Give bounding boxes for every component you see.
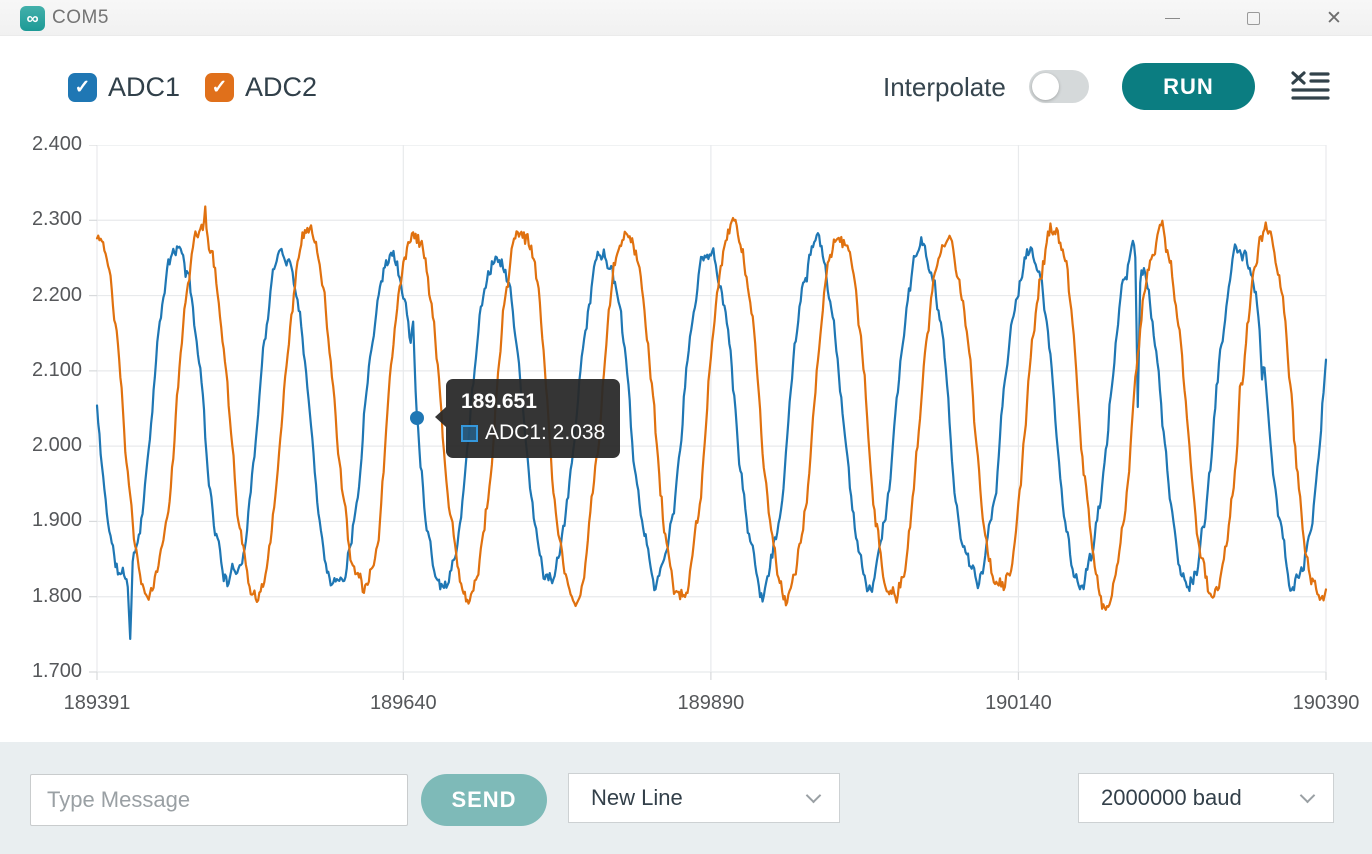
arduino-logo-icon: ∞ [20,6,45,31]
line-ending-select[interactable]: New Line [568,773,840,823]
maximize-icon [1246,11,1260,25]
adc1-checkbox[interactable]: ✓ [68,73,97,102]
chevron-down-icon [1299,787,1316,804]
interpolate-toggle[interactable] [1029,70,1089,103]
toggle-knob [1032,73,1059,100]
plot-canvas[interactable] [89,145,1332,682]
y-tick-label: 1.700 [31,660,82,682]
y-tick-label: 1.900 [31,509,82,532]
minimize-icon [1164,17,1180,19]
x-tick-label: 189640 [369,692,437,714]
tooltip-series-swatch [461,424,478,442]
y-tick-label: 1.800 [31,584,82,607]
chevron-down-icon [805,787,822,804]
serial-input-bar: SEND New Line 2000000 baud [0,742,1372,854]
serial-plotter-chart: 2.400 2.300 2.200 2.100 2.000 1.900 1.800 1.700… [0,130,1372,742]
run-button[interactable]: RUN [1122,63,1255,110]
close-button[interactable]: ✕ [1311,0,1357,36]
y-tick-label: 2.400 [31,133,82,155]
window-title: COM5 [52,7,109,28]
x-tick-label: 190140 [985,692,1052,714]
line-ending-value: New Line [591,785,683,810]
title-bar: ∞ COM5 ✕ [0,0,1372,36]
adc2-label: ADC2 [245,72,318,102]
adc1-label: ADC1 [108,72,181,102]
maximize-button[interactable] [1230,0,1276,36]
close-icon: ✕ [1326,7,1342,29]
y-tick-label: 2.000 [31,434,82,457]
baud-rate-select[interactable]: 2000000 baud [1078,773,1334,823]
y-tick-label: 2.300 [31,208,82,231]
clear-list-icon [1291,71,1330,100]
tooltip-x-value: 189.651 [461,390,537,413]
clear-plot-button[interactable] [1290,69,1330,105]
send-button[interactable]: SEND [421,774,547,826]
x-tick-label: 190390 [1292,692,1360,714]
x-tick-label: 189890 [677,692,745,714]
message-input[interactable] [30,774,408,826]
legend-item-adc2[interactable]: ✓ ADC2 [205,72,317,103]
interpolate-label: Interpolate [883,72,1006,102]
legend-item-adc1[interactable]: ✓ ADC1 [68,72,180,103]
x-tick-label: 189391 [63,692,131,714]
y-tick-label: 2.100 [31,358,82,381]
minimize-button[interactable] [1149,0,1195,36]
y-tick-label: 2.200 [31,283,82,306]
baud-rate-value: 2000000 baud [1101,785,1242,810]
hovered-data-point [409,410,424,425]
adc2-checkbox[interactable]: ✓ [205,73,234,102]
tooltip-series-value: ADC1: 2.038 [485,421,606,444]
data-tooltip: 189.651 ADC1: 2.038 [434,379,621,458]
